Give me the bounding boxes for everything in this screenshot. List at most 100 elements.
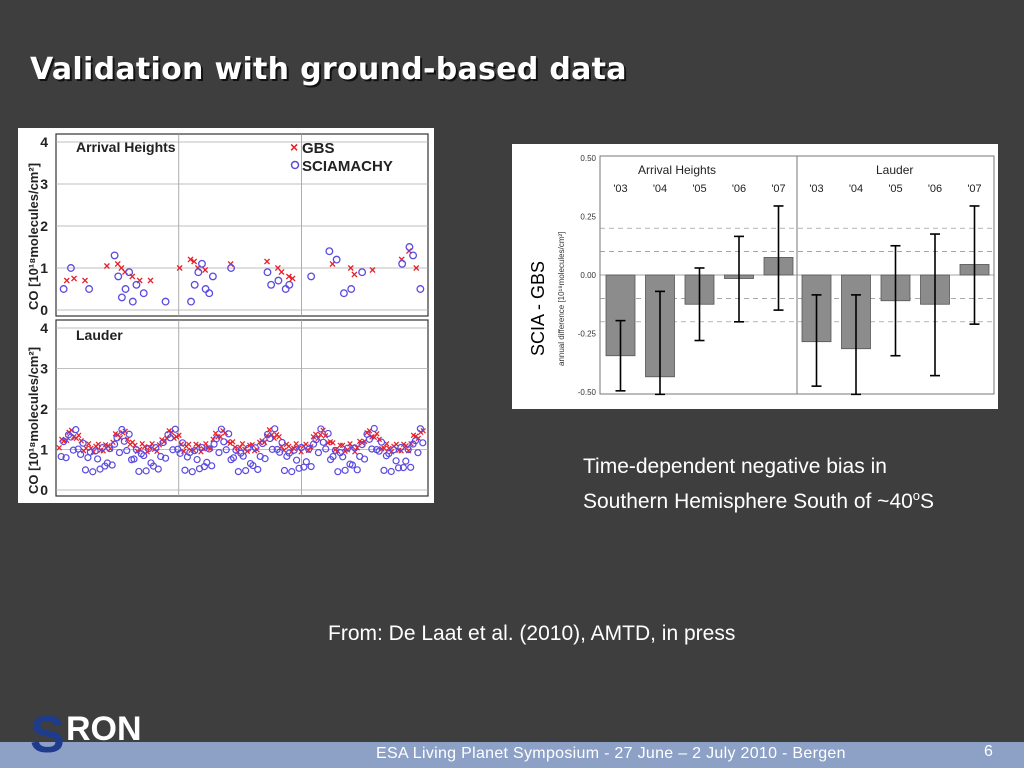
sciamachy-point: [152, 444, 160, 452]
sciamachy-point: [271, 425, 279, 433]
sciamachy-point: [106, 445, 114, 453]
sciamachy-point: [397, 443, 405, 452]
gbs-point: ×: [298, 446, 304, 458]
gbs-point: ×: [305, 445, 311, 457]
gbs-point: ×: [285, 269, 292, 283]
sciamachy-point: [123, 446, 131, 455]
group-title-arrival: Arrival Heights: [638, 163, 716, 177]
gbs-point: ×: [229, 437, 235, 449]
gbs-point: ×: [215, 432, 221, 444]
gbs-point: ×: [263, 255, 270, 269]
sciamachy-point: [399, 463, 407, 472]
sciamachy-point: [188, 468, 196, 476]
sciamachy-point: [404, 446, 412, 454]
sciamachy-point: [217, 425, 225, 433]
gbs-point: ×: [420, 425, 426, 437]
sciamachy-point: [212, 435, 221, 443]
gbs-point: ×: [80, 445, 86, 457]
sciamachy-point: [407, 463, 415, 471]
bar-category-label: '06: [732, 183, 746, 195]
gbs-point: ×: [217, 432, 223, 444]
bar-ylabel: annual difference [10¹⁸molecules/cm²]: [557, 232, 566, 366]
sciamachy-point: [115, 448, 124, 457]
gbs-point: ×: [78, 436, 84, 448]
gbs-point: ×: [273, 430, 279, 442]
gbs-point: ×: [176, 430, 182, 442]
legend-gbs-marker: ×: [290, 139, 298, 155]
gbs-point: ×: [405, 446, 411, 458]
gbs-point: ×: [107, 444, 113, 456]
gbs-point: ×: [185, 439, 191, 451]
sciamachy-point: [125, 430, 133, 438]
logo-text: RON: [66, 710, 142, 748]
group-title-lauder: Lauder: [876, 163, 913, 177]
gbs-point: ×: [183, 441, 189, 453]
gbs-point: ×: [396, 445, 402, 457]
gbs-point: ×: [200, 443, 206, 455]
sciamachy-point: [302, 458, 310, 466]
source-citation: From: De Laat et al. (2010), AMTD, in pr…: [328, 622, 736, 645]
gbs-point: ×: [327, 436, 333, 448]
gbs-point: ×: [347, 439, 353, 451]
sciamachy-point: [108, 461, 116, 469]
sciamachy-point: [89, 468, 97, 476]
gbs-point: ×: [276, 432, 282, 444]
sciamachy-point: [222, 446, 230, 454]
gbs-point: ×: [63, 274, 70, 288]
sciamachy-point: [274, 276, 283, 285]
gbs-point: ×: [337, 440, 343, 452]
gbs-point: ×: [195, 441, 201, 453]
sciamachy-point: [178, 439, 187, 447]
sciamachy-point: [79, 439, 87, 447]
gbs-point: ×: [168, 427, 174, 439]
sciamachy-point: [171, 425, 179, 433]
gbs-point: ×: [61, 435, 67, 447]
gbs-point: ×: [202, 263, 209, 277]
sciamachy-point: [98, 444, 107, 452]
sciamachy-point: [398, 259, 407, 268]
gbs-point: ×: [408, 439, 414, 451]
gbs-point: ×: [66, 427, 72, 439]
sciamachy-point: [411, 437, 420, 445]
sciamachy-point: [229, 454, 238, 462]
sciamachy-point: [208, 272, 217, 281]
sciamachy-point: [268, 445, 276, 453]
gbs-point: ×: [68, 425, 74, 437]
bar-category-label: '03: [809, 183, 823, 195]
gbs-point: ×: [271, 433, 277, 445]
caption-end: S: [920, 490, 935, 513]
sciamachy-point: [193, 455, 201, 464]
sciamachy-point: [351, 444, 359, 452]
sciamachy-point: [402, 457, 410, 465]
sciamachy-point: [91, 447, 99, 455]
logo-initial: S: [30, 706, 65, 754]
bar-y-tick-label: 0.50: [580, 154, 596, 163]
gbs-point: ×: [322, 430, 328, 442]
gbs-point: ×: [369, 263, 376, 277]
gbs-point: ×: [110, 437, 116, 449]
gbs-point: ×: [181, 446, 187, 458]
gbs-point: ×: [147, 274, 154, 288]
gbs-point: ×: [286, 441, 292, 453]
gbs-point: ×: [173, 431, 179, 443]
gbs-point: ×: [300, 441, 306, 453]
sciamachy-point: [360, 455, 369, 463]
sciamachy-point: [348, 461, 357, 469]
sciamachy-point: [276, 448, 284, 456]
gbs-point: ×: [102, 439, 108, 451]
sciamachy-point: [60, 437, 68, 446]
sciamachy-point: [307, 463, 315, 471]
sciamachy-point: [77, 450, 85, 459]
sciamachy-point: [232, 446, 240, 454]
sciamachy-point: [419, 439, 427, 447]
sciamachy-point: [365, 435, 373, 443]
sciamachy-point: [307, 272, 316, 281]
gbs-point: ×: [56, 442, 62, 454]
gbs-point: ×: [146, 442, 152, 454]
sciamachy-point: [130, 455, 138, 463]
gbs-point: ×: [193, 439, 199, 451]
sciamachy-point: [392, 457, 400, 465]
gbs-point: ×: [100, 445, 106, 457]
